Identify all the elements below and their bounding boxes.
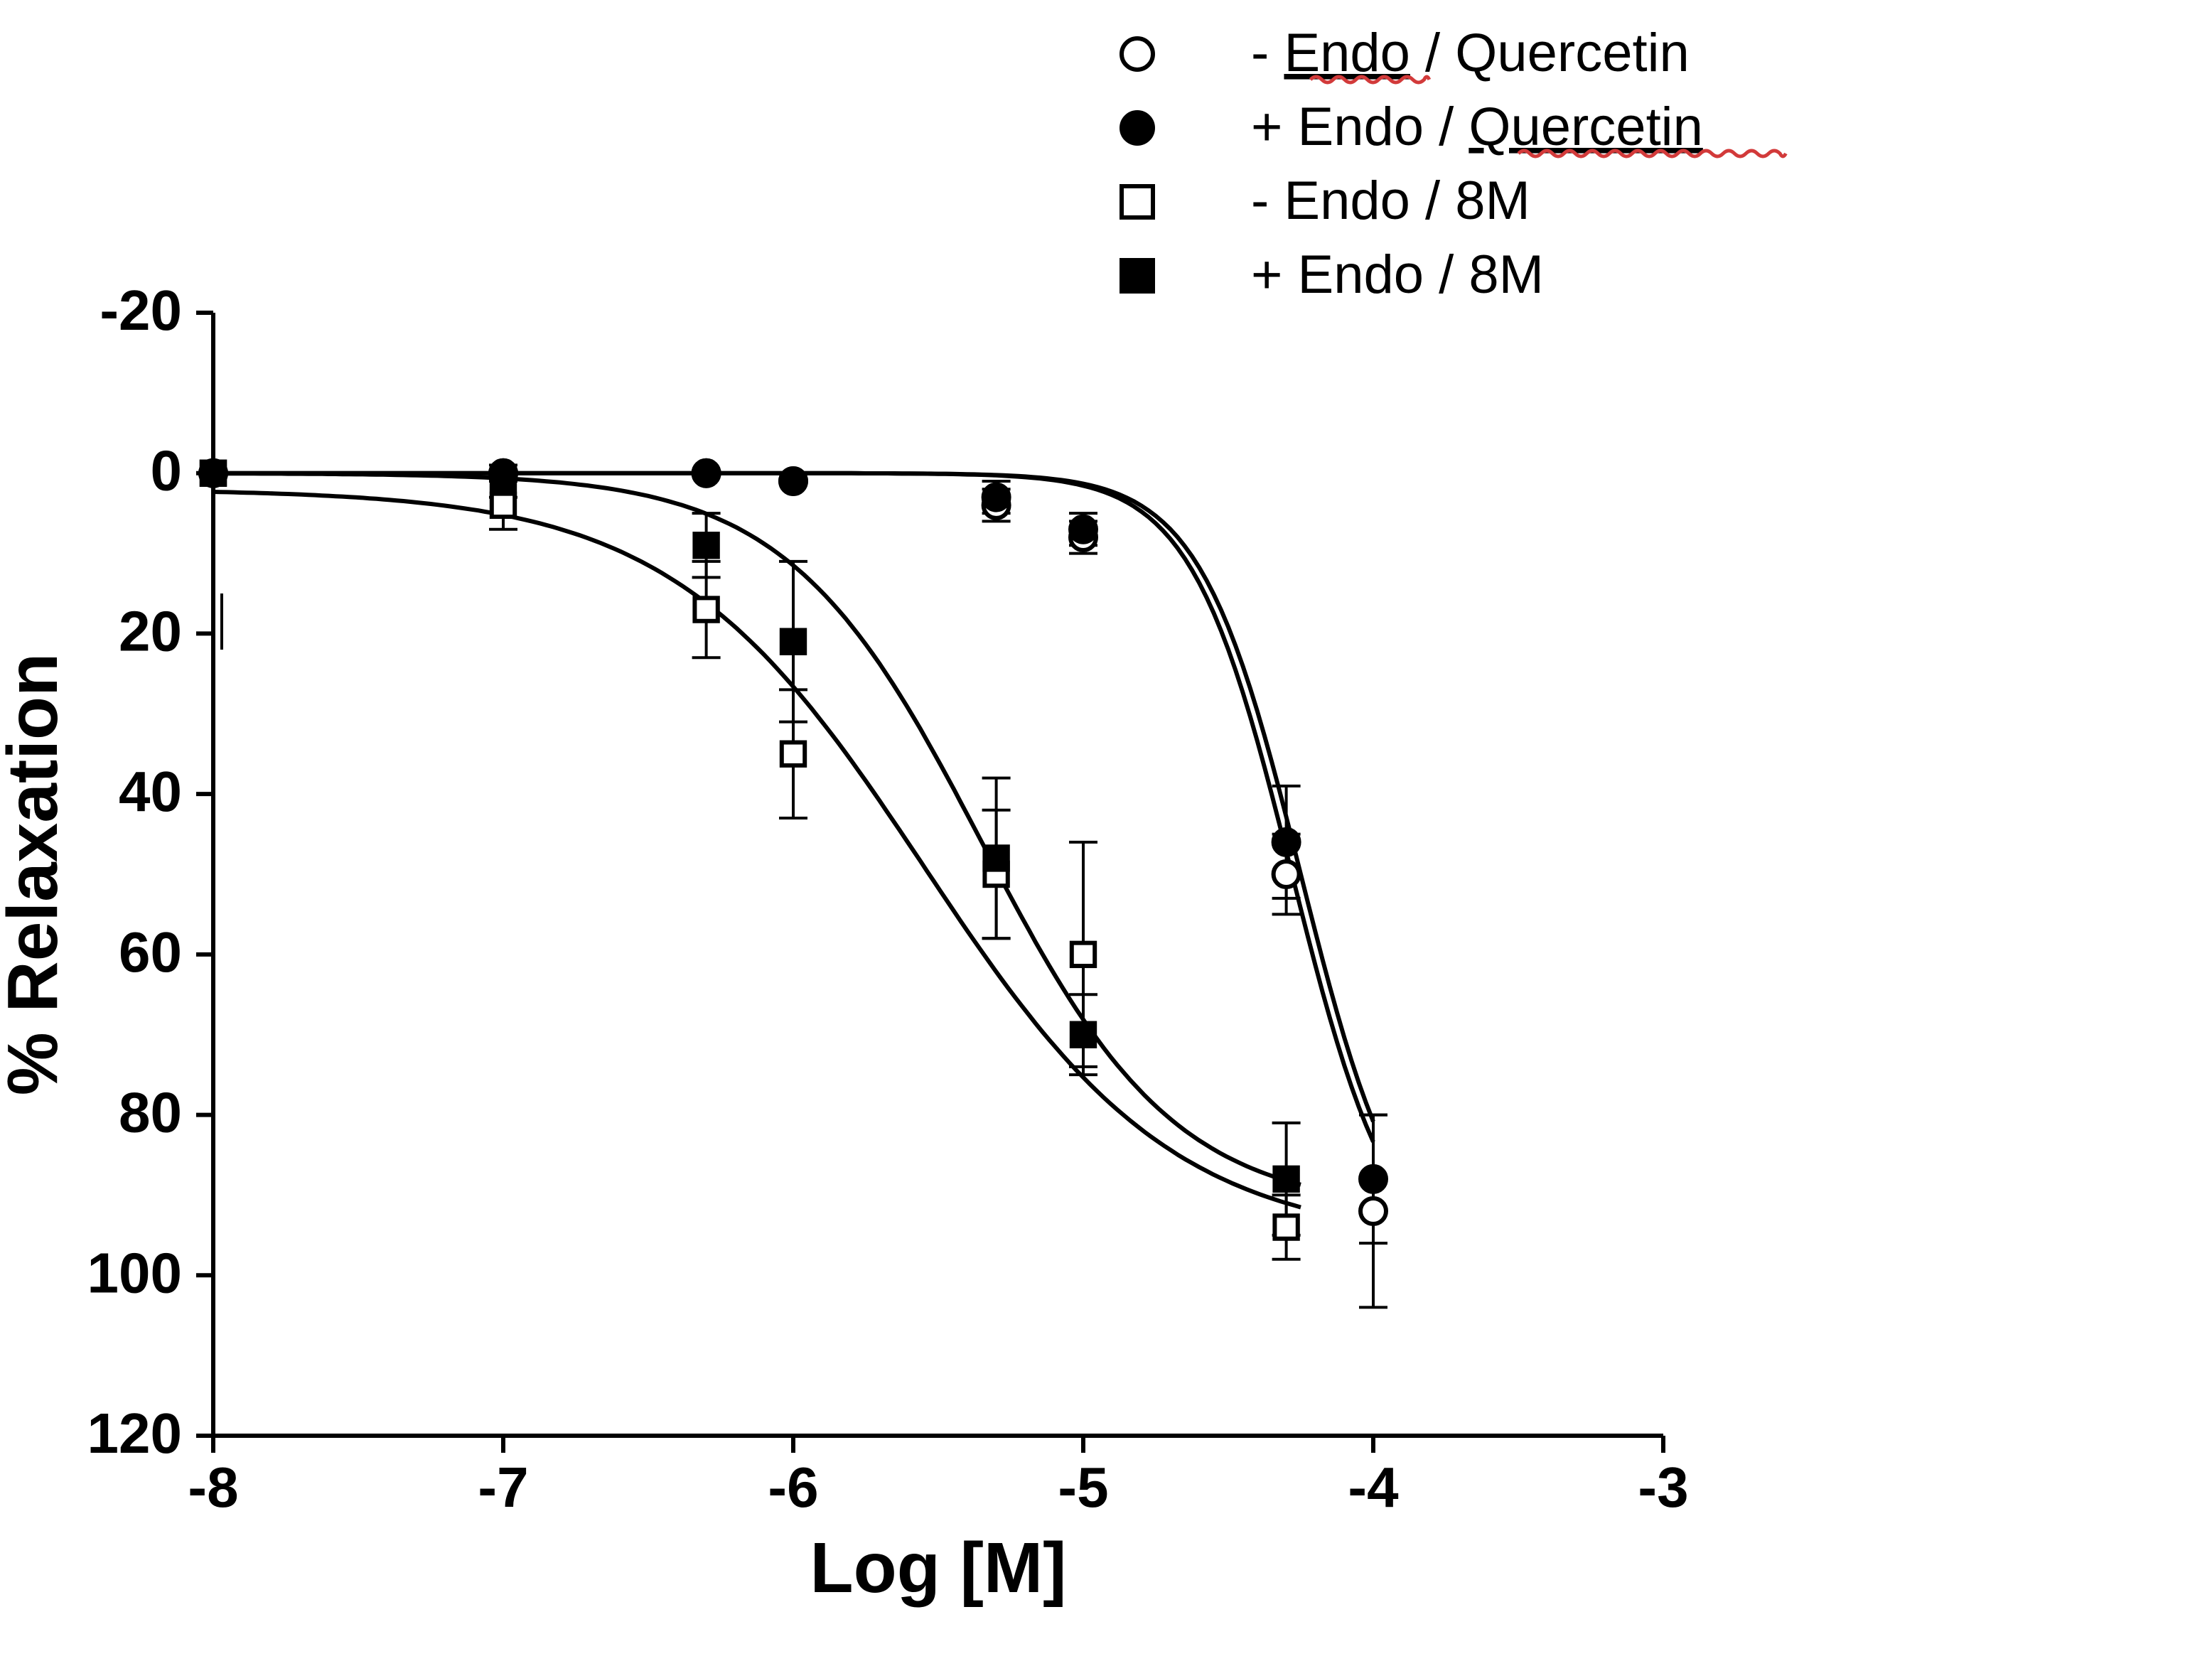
legend-marker: [1122, 38, 1153, 70]
x-tick-label: -7: [478, 1456, 528, 1519]
y-tick-label: 120: [87, 1402, 182, 1465]
legend-label: + Endo / 8M: [1251, 244, 1544, 305]
y-tick-label: 100: [87, 1241, 182, 1304]
y-tick-label: 0: [151, 439, 183, 503]
y-tick-label: 60: [119, 920, 182, 984]
figure-wrap: -8 -7 -6 -5 -4 -3 -20 0 20 40 60 80 100 120 % Relaxati…: [0, 0, 2212, 1666]
x-tick-label: -4: [1348, 1456, 1399, 1519]
legend-label: + Endo / Quercetin: [1251, 97, 1703, 157]
chart-bg: [0, 0, 2212, 1666]
x-tick-label: -3: [1638, 1456, 1688, 1519]
x-axis-label: Log [M]: [810, 1528, 1067, 1608]
x-tick-label: -8: [188, 1456, 238, 1519]
y-tick-label: 80: [119, 1081, 182, 1144]
x-tick-label: -6: [768, 1456, 818, 1519]
legend-marker: [1122, 112, 1153, 144]
legend-label: - Endo / Quercetin: [1251, 23, 1690, 83]
y-axis-label: % Relaxation: [0, 653, 73, 1095]
y-tick-label: 20: [119, 599, 182, 662]
legend-marker: [1122, 186, 1153, 217]
y-tick-label: -20: [100, 279, 182, 342]
legend-label: - Endo / 8M: [1251, 171, 1530, 231]
y-tick-label: 40: [119, 760, 182, 823]
x-tick-label: -5: [1058, 1456, 1108, 1519]
legend-marker: [1122, 260, 1153, 291]
dose-response-chart: -8 -7 -6 -5 -4 -3 -20 0 20 40 60 80 100 120 % Relaxati…: [0, 0, 2212, 1666]
